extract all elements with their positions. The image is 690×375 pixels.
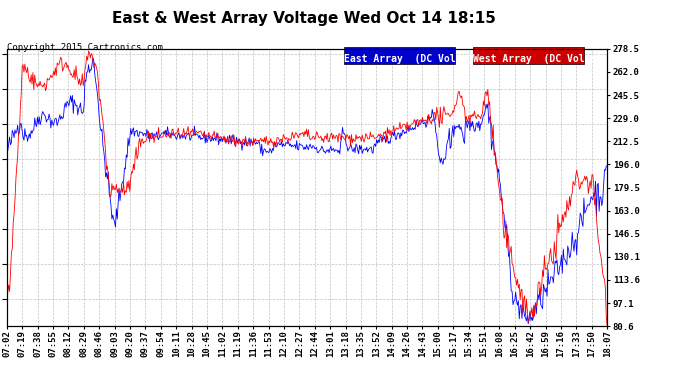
Text: East & West Array Voltage Wed Oct 14 18:15: East & West Array Voltage Wed Oct 14 18:…: [112, 11, 495, 26]
Legend: East Array  (DC Volts), West Array  (DC Volts): East Array (DC Volts), West Array (DC Vo…: [344, 54, 602, 64]
Text: Copyright 2015 Cartronics.com: Copyright 2015 Cartronics.com: [7, 43, 163, 52]
